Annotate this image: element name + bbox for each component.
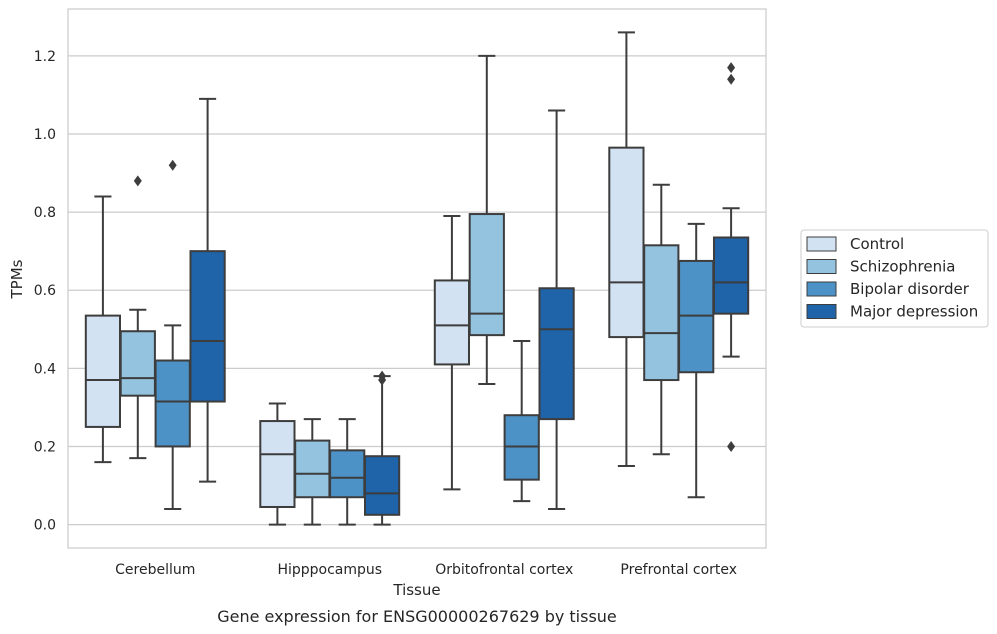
box-0-3 <box>189 97 226 483</box>
legend-frame <box>800 229 989 328</box>
box-3-1 <box>643 183 680 456</box>
legend: Control Schizophrenia Bipolar disorder Majo… <box>800 229 989 328</box>
legend-label: Major depression <box>850 303 978 321</box>
box-body <box>433 279 471 366</box>
x-tick-label: Cerebellum <box>115 562 195 578</box>
x-tick-label: Orbitofrontal cortex <box>435 562 573 578</box>
legend-swatch <box>806 304 837 319</box>
box-0-1 <box>119 175 156 460</box>
box-body <box>468 213 505 337</box>
box-body <box>294 439 331 499</box>
box-0-0 <box>84 195 122 464</box>
box-1-0 <box>259 402 296 526</box>
y-tick-label: 0.6 <box>34 283 56 299</box>
box-body <box>329 449 366 499</box>
boxes <box>84 31 750 526</box>
box-1-1 <box>294 418 331 526</box>
chart-caption: Gene expression for ENSG00000267629 by t… <box>217 607 617 626</box>
box-2-1 <box>468 54 505 385</box>
y-axis-ticks: 0.0 0.2 0.4 0.6 0.8 1.0 1.2 <box>34 49 56 534</box>
outlier-point <box>727 62 736 74</box>
plot-frame <box>67 8 767 549</box>
box-3-0 <box>608 31 645 467</box>
y-axis-title: TPMs <box>8 259 26 299</box>
box-body <box>538 287 575 421</box>
y-tick-label: 0.8 <box>34 205 56 221</box>
box-body <box>712 236 750 315</box>
legend-swatch <box>806 236 837 252</box>
box-body <box>259 420 296 508</box>
x-tick-label: Prefrontal cortex <box>620 562 737 578</box>
box-body <box>189 250 226 403</box>
box-2-2 <box>503 339 540 503</box>
outlier-point <box>378 370 387 382</box>
y-tick-label: 1.2 <box>34 49 56 65</box>
y-tick-label: 0.0 <box>34 518 56 534</box>
y-tick-label: 0.2 <box>34 439 56 455</box>
outlier-point <box>727 440 736 452</box>
outlier-point <box>168 159 177 171</box>
box-3-3 <box>712 62 750 452</box>
box-2-0 <box>433 215 471 491</box>
legend-swatch <box>806 259 837 274</box>
box-body <box>608 146 645 339</box>
y-tick-label: 0.4 <box>34 361 56 377</box>
box-body <box>154 359 191 448</box>
x-tick-label: Hipppocampus <box>277 562 382 578</box>
x-axis-ticks: Cerebellum Hipppocampus Orbitofrontal cort… <box>115 562 737 578</box>
outlier-point <box>133 175 142 187</box>
box-1-2 <box>329 418 366 526</box>
outlier-point <box>727 73 736 85</box>
box-2-3 <box>538 109 575 510</box>
box-body <box>119 330 156 397</box>
legend-swatch <box>806 281 837 297</box>
legend-label: Schizophrenia <box>850 258 955 276</box>
box-0-2 <box>154 159 191 510</box>
y-tick-label: 1.0 <box>34 127 56 143</box>
box-body <box>363 455 401 516</box>
legend-label: Bipolar disorder <box>850 280 970 298</box>
box-body <box>84 314 122 428</box>
legend-label: Control <box>850 235 904 253</box>
box-1-3 <box>363 370 401 526</box>
box-3-2 <box>678 222 715 499</box>
x-axis-title: Tissue <box>392 581 440 599</box>
box-body <box>643 244 680 382</box>
